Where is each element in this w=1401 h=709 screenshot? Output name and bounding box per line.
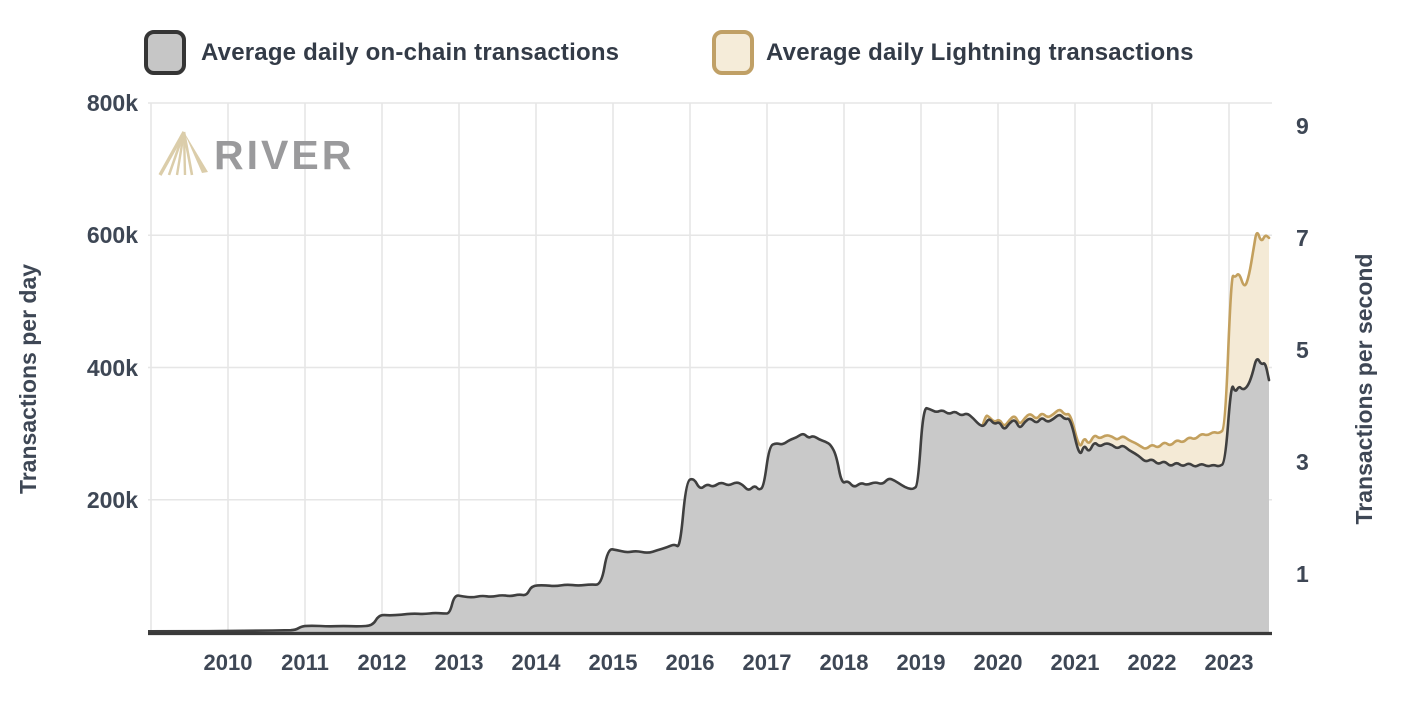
y-axis-tick-right-1: 1 xyxy=(1296,561,1309,587)
y-axis-tick-left-200k: 200k xyxy=(86,486,138,513)
x-axis-tick-2018: 2018 xyxy=(819,650,869,675)
y-axis-tick-left-600k: 600k xyxy=(86,222,138,249)
x-axis-tick-2011: 2011 xyxy=(281,650,329,675)
y-axis-tick-right-7: 7 xyxy=(1296,225,1309,251)
legend-label-onchain: Average daily on-chain transactions xyxy=(201,39,620,66)
plot-area xyxy=(148,102,1272,636)
river-logo-text: RIVER xyxy=(214,132,355,178)
y-axis-tick-left-800k: 800k xyxy=(86,90,138,116)
x-axis-tick-2022: 2022 xyxy=(1127,650,1177,675)
y-axis-title-left: Transactions per day xyxy=(15,263,41,495)
x-axis-tick-2016: 2016 xyxy=(665,650,715,675)
x-axis-tick-2023: 2023 xyxy=(1204,650,1254,675)
legend-swatch-onchain xyxy=(144,30,186,75)
x-axis-tick-2019: 2019 xyxy=(896,650,946,675)
x-axis-tick-2021: 2021 xyxy=(1050,650,1100,675)
river-logo: RIVER xyxy=(158,128,378,184)
x-axis-tick-2010: 2010 xyxy=(203,650,253,675)
x-axis-tick-2013: 2013 xyxy=(434,650,484,675)
y-axis-tick-left-400k: 400k xyxy=(86,354,138,381)
x-axis-tick-2014: 2014 xyxy=(511,650,561,675)
legend-swatch-lightning xyxy=(712,30,754,75)
x-axis-tick-2015: 2015 xyxy=(588,650,638,675)
y-axis-tick-right-5: 5 xyxy=(1296,337,1309,363)
x-axis-tick-2012: 2012 xyxy=(357,650,407,675)
legend-label-lightning: Average daily Lightning transactions xyxy=(766,39,1194,66)
y-axis-tick-right-3: 3 xyxy=(1296,449,1309,475)
x-axis-tick-2017: 2017 xyxy=(742,650,792,675)
x-axis-tick-2020: 2020 xyxy=(973,650,1023,675)
y-axis-tick-right-9: 9 xyxy=(1296,113,1309,139)
river-logo-icon xyxy=(158,131,208,176)
